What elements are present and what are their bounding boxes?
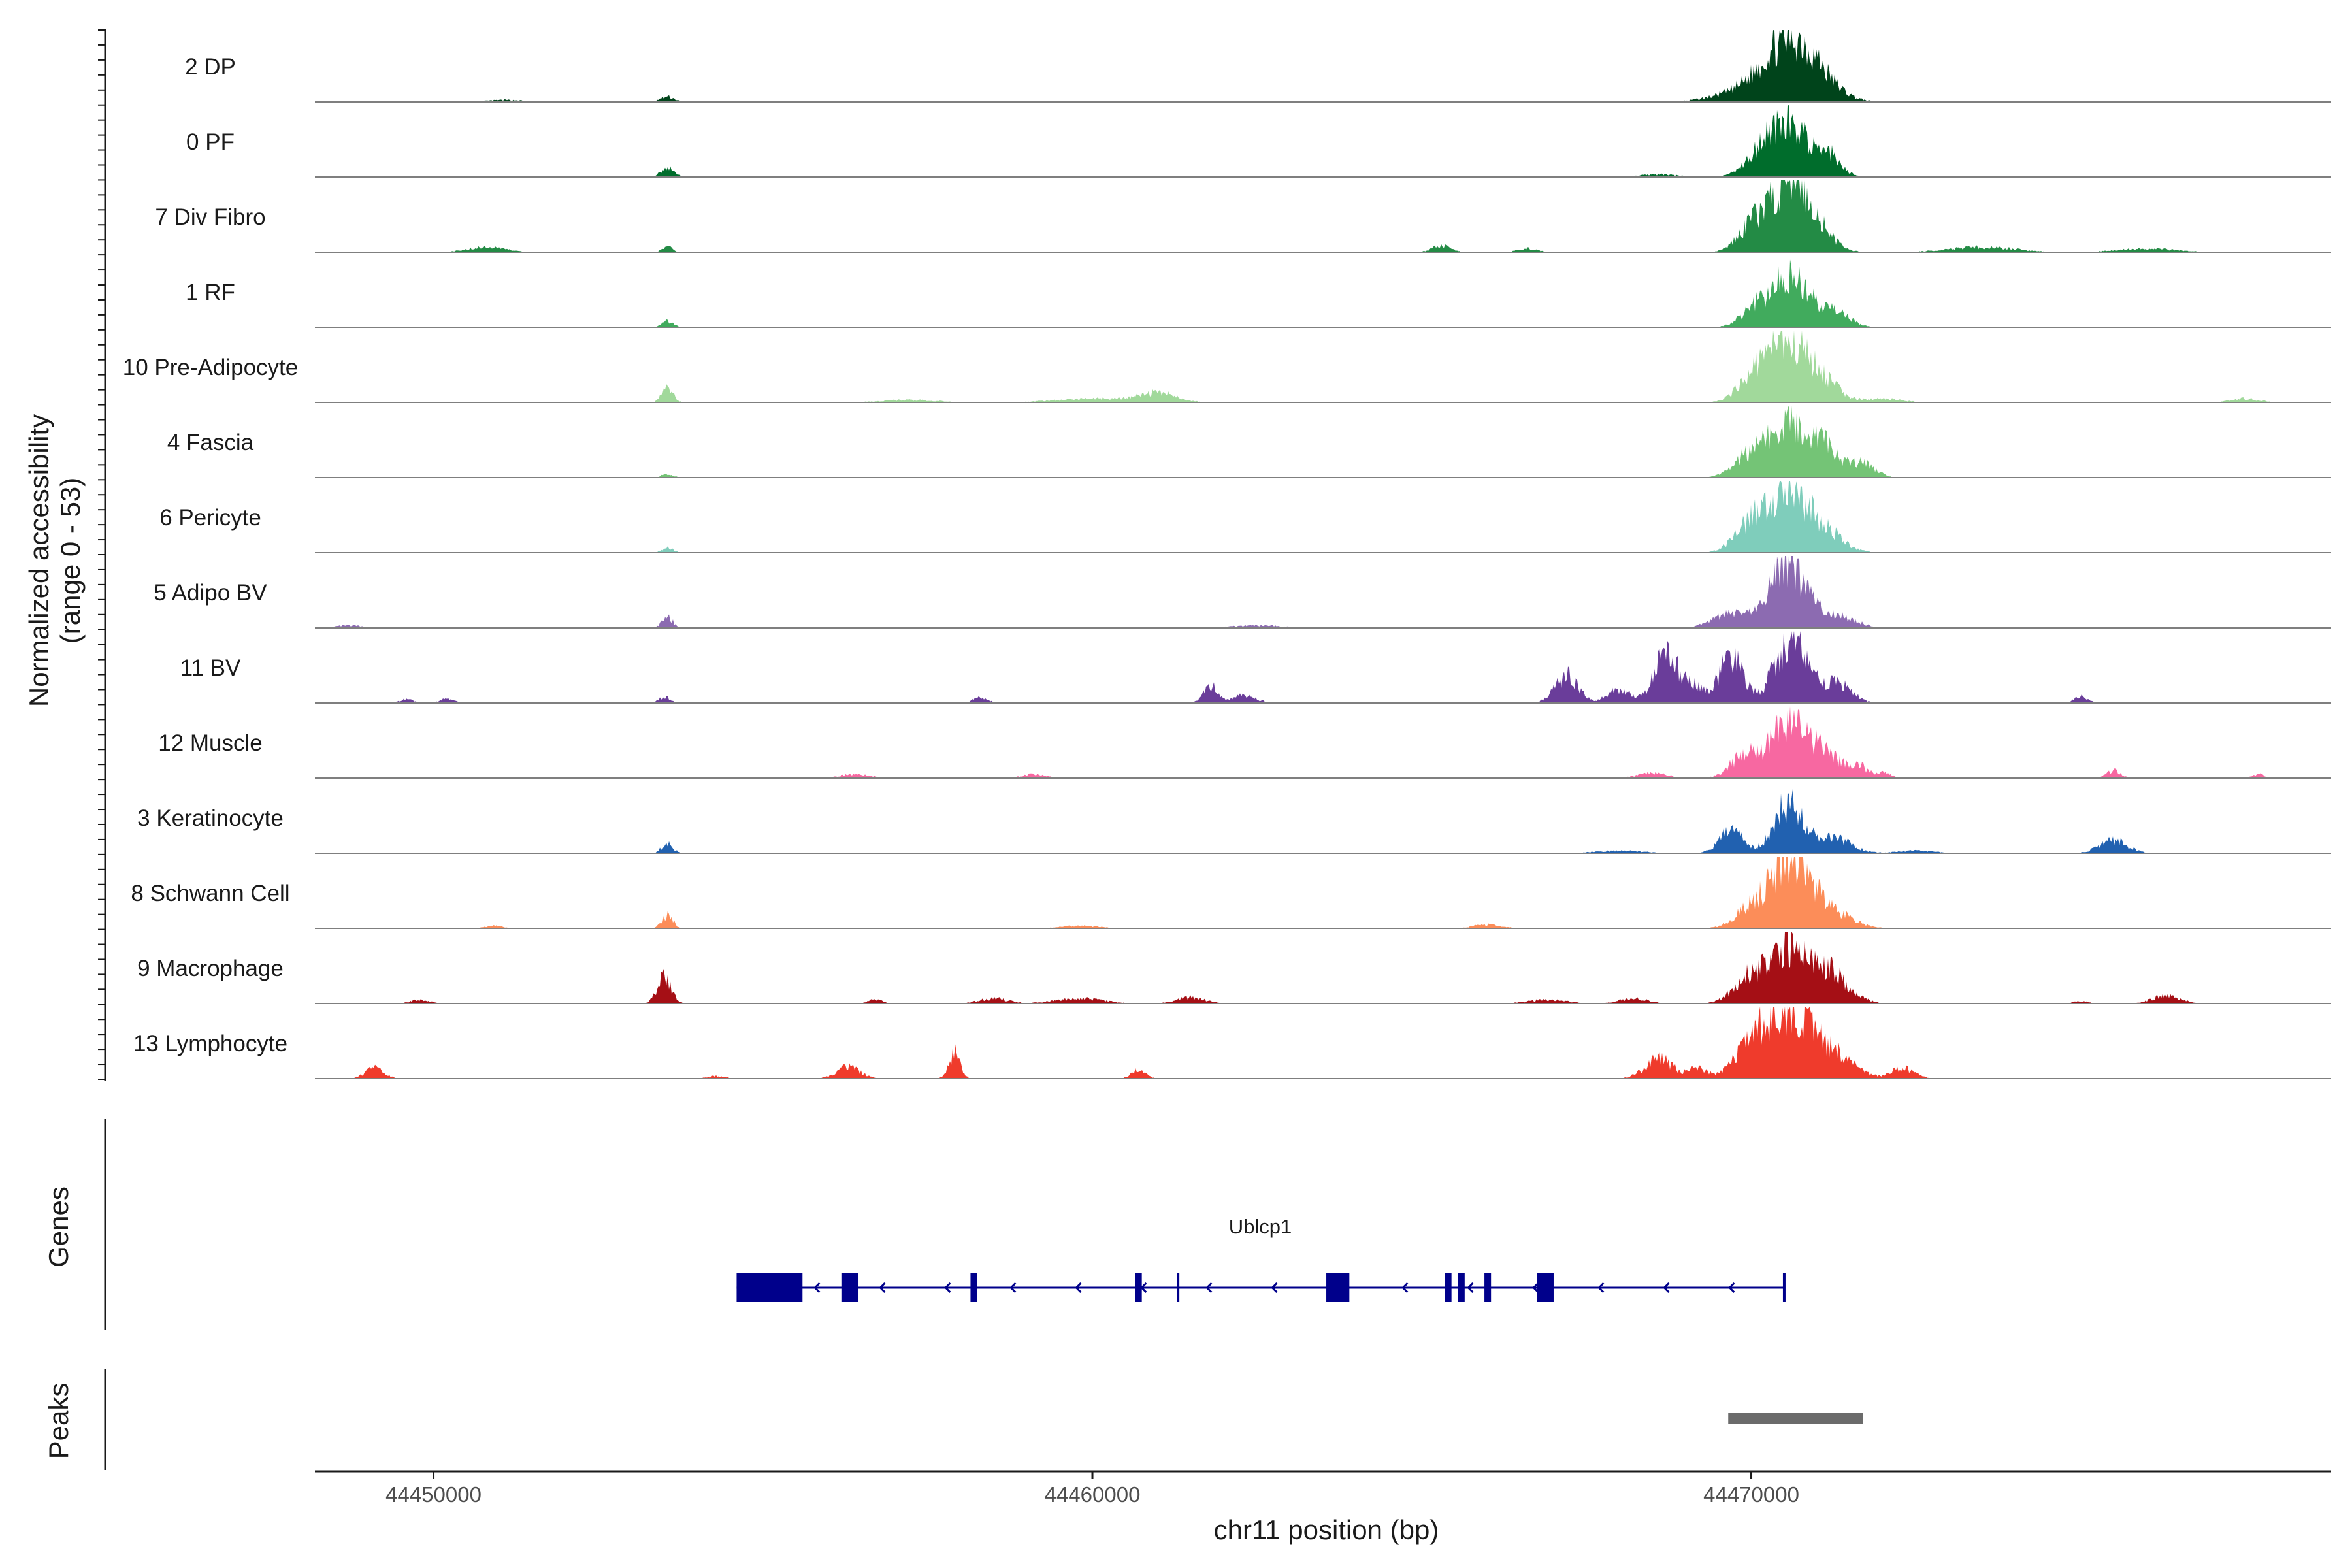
track-7: 6 Pericyte — [159, 481, 2334, 553]
x-tick-label: 44460000 — [1045, 1482, 1141, 1507]
strand-arrow — [944, 1282, 951, 1294]
coverage-area — [315, 259, 2334, 327]
strand-arrow — [1597, 1282, 1605, 1294]
gene-exon — [1445, 1273, 1452, 1302]
track-5: 10 Pre-Adipocyte — [123, 331, 2334, 403]
track-label: 8 Schwann Cell — [131, 881, 289, 906]
track-4: 1 RF — [186, 259, 2334, 328]
coverage-area — [315, 857, 2334, 928]
gene-exon — [1458, 1273, 1465, 1302]
track-label: 4 Fascia — [167, 430, 254, 455]
coverage-tracks: 2 DP 0 PF 7 Div Fibro 1 RF 10 Pre-Adipocyte 4… — [123, 30, 2334, 1079]
track-label: 0 PF — [186, 129, 235, 155]
track-label: 3 Keratinocyte — [137, 806, 284, 831]
gene-exon — [841, 1273, 859, 1302]
strand-arrow — [1728, 1282, 1735, 1294]
track-11: 3 Keratinocyte — [137, 789, 2334, 854]
strand-arrow — [879, 1282, 886, 1294]
strand-arrow — [1467, 1282, 1474, 1294]
coverage-area — [315, 105, 2334, 177]
track-8: 5 Adipo BV — [154, 556, 2334, 629]
track-9: 11 BV — [180, 631, 2334, 704]
track-3: 7 Div Fibro — [155, 180, 2334, 253]
strand-arrow — [813, 1282, 821, 1294]
gene-label: Ublcp1 — [1229, 1215, 1292, 1238]
strand-arrow — [1271, 1282, 1278, 1294]
track-6: 4 Fascia — [167, 406, 2334, 478]
track-label: 7 Div Fibro — [155, 204, 265, 230]
track-label: 6 Pericyte — [159, 505, 261, 531]
strand-arrow — [1532, 1282, 1539, 1294]
track-13: 9 Macrophage — [137, 932, 2334, 1004]
coverage-area — [315, 331, 2334, 402]
track-label: 1 RF — [186, 280, 235, 305]
strand-arrow — [1075, 1282, 1082, 1294]
strand-arrow — [1401, 1282, 1409, 1294]
gene-exon — [970, 1273, 977, 1302]
coverage-area — [315, 556, 2334, 628]
left-axes — [98, 29, 106, 1081]
x-axis-title: chr11 position (bp) — [1214, 1514, 1439, 1545]
x-tick-label: 44450000 — [385, 1482, 482, 1507]
track-label: 9 Macrophage — [137, 956, 284, 981]
gene-exon — [736, 1273, 803, 1302]
x-tick-label: 44470000 — [1703, 1482, 1799, 1507]
coverage-area — [315, 406, 2334, 478]
coverage-area — [315, 30, 2334, 102]
strand-arrow — [1205, 1282, 1213, 1294]
track-label: 5 Adipo BV — [154, 580, 267, 606]
strand-arrow — [1663, 1282, 1670, 1294]
gene-exon — [1537, 1273, 1554, 1302]
coverage-area — [315, 631, 2334, 703]
coverage-area — [315, 481, 2334, 553]
coverage-area — [315, 1007, 2334, 1079]
gene-exon — [1135, 1273, 1142, 1302]
track-label: 13 Lymphocyte — [133, 1031, 287, 1056]
track-label: 10 Pre-Adipocyte — [123, 355, 298, 380]
track-label: 12 Muscle — [158, 730, 263, 756]
x-axis: 44450000 44460000 44470000 — [315, 1470, 2331, 1507]
gene-exon — [1484, 1273, 1492, 1302]
track-12: 8 Schwann Cell — [131, 857, 2334, 929]
coverage-area — [315, 180, 2334, 252]
track-label: 2 DP — [185, 54, 236, 80]
genes-panel-title: Genes — [43, 1186, 74, 1267]
track-14: 13 Lymphocyte — [133, 1007, 2334, 1079]
gene-exon — [1326, 1273, 1350, 1302]
track-label: 11 BV — [180, 655, 241, 681]
strand-arrow — [1009, 1282, 1017, 1294]
coverage-area — [315, 706, 2334, 778]
peaks-track — [104, 1369, 1863, 1470]
track-2: 0 PF — [186, 105, 2334, 178]
gene-track — [104, 1119, 1786, 1330]
y-axis-title: Normalized accessibility — [24, 414, 54, 707]
peaks-panel-title: Peaks — [43, 1383, 74, 1460]
coverage-area — [315, 789, 2334, 853]
track-1: 2 DP — [185, 30, 2334, 103]
coverage-area — [315, 932, 2334, 1004]
peak-region — [1728, 1413, 1863, 1424]
y-axis-range: (range 0 - 53) — [55, 478, 86, 644]
track-10: 12 Muscle — [158, 706, 2334, 779]
